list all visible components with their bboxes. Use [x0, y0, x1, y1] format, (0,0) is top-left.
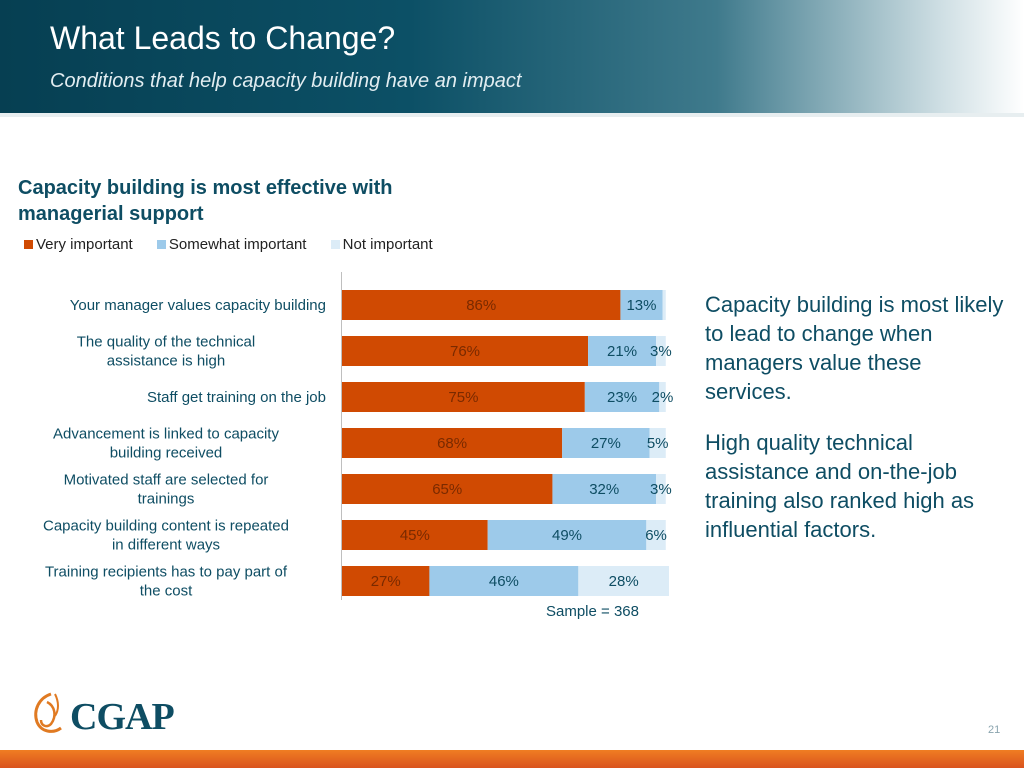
- data-label: 27%: [591, 435, 621, 452]
- category-label: Capacity building content is repeated in …: [43, 518, 289, 554]
- cgap-logo-icon: [34, 692, 62, 733]
- bar-segment: [588, 336, 657, 366]
- data-label: 45%: [400, 527, 430, 544]
- bar-segment: [342, 520, 488, 550]
- data-label: 2%: [652, 389, 674, 406]
- category-label: Training recipients has to pay part of th…: [45, 564, 288, 600]
- data-label: 86%: [466, 297, 496, 314]
- data-label: 13%: [626, 297, 656, 314]
- data-label: 46%: [489, 573, 519, 590]
- legend-label: Somewhat important: [168, 236, 307, 253]
- bar-segment: [552, 474, 657, 504]
- legend-item-somewhat-important: Somewhat important: [156, 236, 307, 253]
- bar-segment: [656, 474, 666, 504]
- data-label: 5%: [647, 435, 669, 452]
- bar-segment: [659, 382, 666, 412]
- data-label: 32%: [589, 481, 619, 498]
- commentary-paragraph-1: Capacity building is most likely to lead…: [705, 292, 1004, 404]
- legend-swatch: [24, 240, 33, 249]
- bar-segment: [342, 474, 553, 504]
- bar-segment: [342, 382, 585, 412]
- bar-segment: [342, 566, 430, 596]
- logo-wordmark: CGAP: [70, 696, 175, 738]
- bar-segment: [662, 290, 666, 320]
- data-label: 3%: [650, 481, 672, 498]
- category-label: The quality of the technical assistance i…: [77, 334, 255, 370]
- data-label: 28%: [609, 573, 639, 590]
- data-label: 75%: [448, 389, 478, 406]
- bar-segment: [646, 520, 666, 550]
- bar-segment: [487, 520, 647, 550]
- data-label: 21%: [607, 343, 637, 360]
- bar-segment: [342, 336, 589, 366]
- data-label: 6%: [645, 527, 667, 544]
- legend-label: Not important: [342, 236, 433, 253]
- footer-bar: [0, 750, 1024, 768]
- bar-segment: [342, 290, 621, 320]
- chart-legend: Very important Somewhat important Not im…: [24, 236, 453, 253]
- bar-segment: [620, 290, 663, 320]
- data-label: 68%: [437, 435, 467, 452]
- bar-segment: [578, 566, 669, 596]
- data-label: 76%: [450, 343, 480, 360]
- bar-segment: [584, 382, 660, 412]
- header-divider: [0, 113, 1024, 117]
- category-label: Motivated staff are selected for training…: [64, 472, 269, 508]
- header-banner: [0, 0, 1024, 113]
- bar-segment: [562, 428, 650, 458]
- category-label: Your manager values capacity building: [70, 297, 326, 314]
- category-label: Staff get training on the job: [147, 389, 326, 406]
- data-label: 49%: [552, 527, 582, 544]
- legend-swatch: [330, 240, 340, 249]
- data-label: 65%: [432, 481, 462, 498]
- data-label: 3%: [650, 343, 672, 360]
- data-label: 27%: [371, 573, 401, 590]
- chart-title: Capacity building is most effective with…: [18, 177, 393, 225]
- bar-segment: [656, 336, 666, 366]
- stacked-bar-chart: Your manager values capacity building 86%…: [43, 272, 674, 600]
- slide-subtitle: Conditions that help capacity building h…: [50, 70, 522, 92]
- bar-segment: [429, 566, 579, 596]
- side-commentary: Capacity building is most likely to lead…: [705, 290, 1005, 566]
- slide-title: What Leads to Change?: [50, 20, 396, 56]
- bar-segment: [649, 428, 666, 458]
- data-label: 23%: [607, 389, 637, 406]
- bar-segment: [342, 428, 563, 458]
- legend-swatch: [156, 240, 166, 249]
- legend-item-very-important: Very important: [24, 236, 133, 253]
- sample-size-note: Sample = 368: [546, 603, 639, 620]
- commentary-paragraph-2: High quality technical assistance and on…: [705, 430, 975, 542]
- legend-item-not-important: Not important: [330, 236, 433, 253]
- legend-label: Very important: [36, 236, 133, 253]
- page-number: 21: [988, 724, 1001, 736]
- category-label: Advancement is linked to capacity buildin…: [53, 426, 279, 462]
